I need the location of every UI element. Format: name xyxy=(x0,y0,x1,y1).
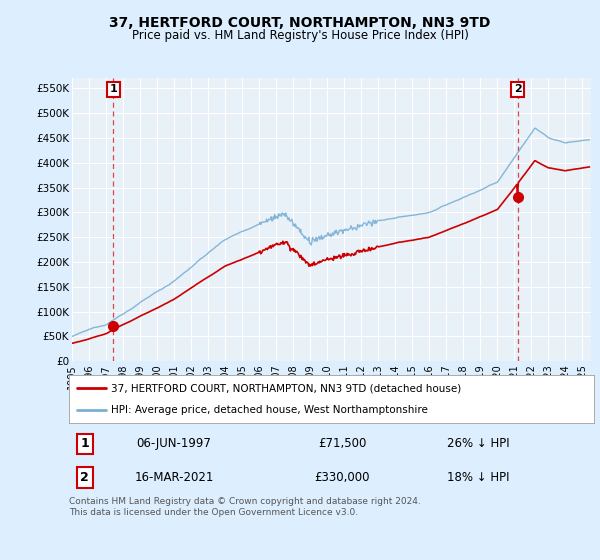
Text: 26% ↓ HPI: 26% ↓ HPI xyxy=(447,437,510,450)
Text: 2: 2 xyxy=(80,471,89,484)
Text: £330,000: £330,000 xyxy=(314,471,370,484)
Text: Contains HM Land Registry data © Crown copyright and database right 2024.
This d: Contains HM Land Registry data © Crown c… xyxy=(69,497,421,517)
Text: 1: 1 xyxy=(80,437,89,450)
Text: 18% ↓ HPI: 18% ↓ HPI xyxy=(447,471,510,484)
Text: 2: 2 xyxy=(514,85,522,94)
Text: HPI: Average price, detached house, West Northamptonshire: HPI: Average price, detached house, West… xyxy=(111,405,428,415)
Text: 16-MAR-2021: 16-MAR-2021 xyxy=(134,471,214,484)
Text: Price paid vs. HM Land Registry's House Price Index (HPI): Price paid vs. HM Land Registry's House … xyxy=(131,29,469,42)
Text: £71,500: £71,500 xyxy=(318,437,366,450)
Text: 37, HERTFORD COURT, NORTHAMPTON, NN3 9TD: 37, HERTFORD COURT, NORTHAMPTON, NN3 9TD xyxy=(109,16,491,30)
Text: 06-JUN-1997: 06-JUN-1997 xyxy=(137,437,211,450)
Text: 37, HERTFORD COURT, NORTHAMPTON, NN3 9TD (detached house): 37, HERTFORD COURT, NORTHAMPTON, NN3 9TD… xyxy=(111,383,461,393)
Text: 1: 1 xyxy=(109,85,117,94)
